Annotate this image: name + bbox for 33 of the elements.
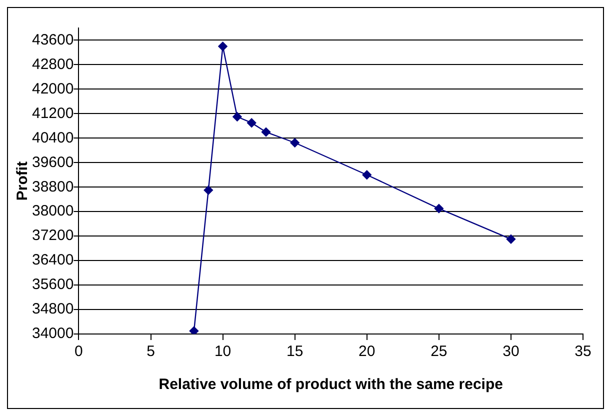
- y-tick-label: 36400: [32, 252, 74, 269]
- y-tick-label: 41200: [32, 104, 74, 122]
- point: [434, 204, 444, 214]
- point: [218, 42, 228, 51]
- point: [247, 118, 256, 128]
- y-tick-label: 37200: [32, 227, 74, 244]
- x-tick-label: 35: [574, 343, 592, 360]
- x-axis-title: Relative volume of product with the same recipe: [158, 376, 503, 394]
- x-tick-label: 20: [358, 343, 376, 360]
- x-tick-label: 0: [74, 343, 83, 360]
- x-tick-label: 30: [502, 343, 520, 360]
- y-tick-label: 34800: [32, 300, 74, 318]
- y-tick-label: 38000: [32, 202, 74, 220]
- point: [261, 127, 271, 137]
- x-tick-label: 10: [214, 343, 232, 360]
- point: [232, 112, 242, 122]
- y-axis-title: Profit: [14, 161, 32, 201]
- y-tick-label: 34000: [32, 325, 74, 342]
- point: [204, 186, 213, 195]
- point: [506, 234, 516, 244]
- y-tick-label: 39600: [32, 154, 74, 171]
- y-tick-label: 42000: [32, 80, 74, 98]
- x-tick-label: 25: [430, 343, 448, 360]
- x-tick-label: 15: [286, 343, 304, 360]
- point: [189, 326, 199, 334]
- x-tick-label: 5: [146, 343, 155, 360]
- y-tick-label: 42800: [32, 56, 74, 73]
- y-tick-label: 38800: [32, 178, 74, 196]
- y-tick-label: 43600: [32, 31, 74, 48]
- point: [362, 170, 372, 180]
- y-tick-label: 35600: [32, 276, 74, 294]
- point: [290, 138, 300, 148]
- y-tick-label: 40400: [32, 129, 74, 146]
